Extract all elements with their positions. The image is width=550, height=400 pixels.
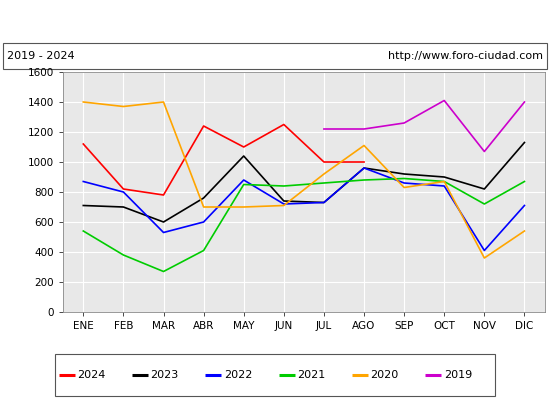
Text: Evolucion Nº Turistas Nacionales en el municipio de Abarán: Evolucion Nº Turistas Nacionales en el m…: [77, 14, 473, 28]
Text: 2019 - 2024: 2019 - 2024: [7, 51, 74, 61]
Text: 2019: 2019: [444, 370, 472, 380]
Text: 2023: 2023: [150, 370, 179, 380]
Text: 2021: 2021: [297, 370, 325, 380]
Text: http://www.foro-ciudad.com: http://www.foro-ciudad.com: [388, 51, 543, 61]
Text: 2022: 2022: [224, 370, 252, 380]
Text: 2024: 2024: [77, 370, 106, 380]
Text: 2020: 2020: [370, 370, 399, 380]
